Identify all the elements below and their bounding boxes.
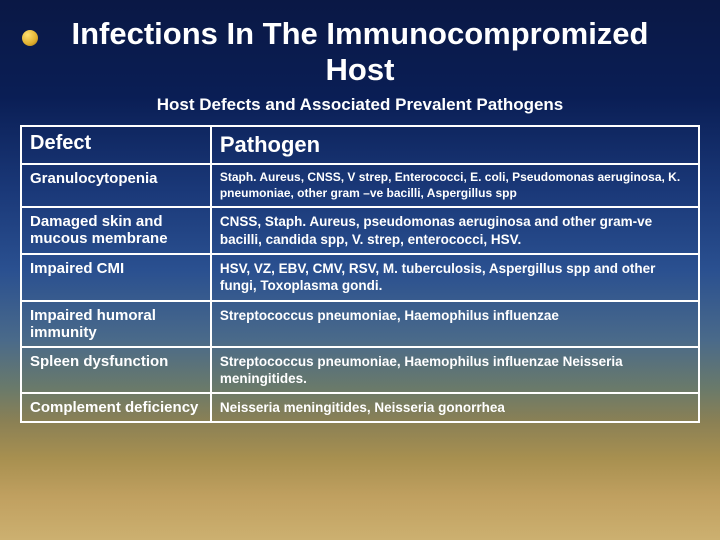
table-header-row: Defect Pathogen <box>21 126 699 164</box>
defect-cell: Impaired humoral immunity <box>21 301 211 347</box>
table-row: Granulocytopenia Staph. Aureus, CNSS, V … <box>21 164 699 207</box>
table-row: Complement deficiency Neisseria meningit… <box>21 393 699 422</box>
table-row: Damaged skin and mucous membrane CNSS, S… <box>21 207 699 254</box>
col-header-defect: Defect <box>21 126 211 164</box>
pathogen-cell: Neisseria meningitides, Neisseria gonorr… <box>211 393 699 422</box>
table-row: Impaired CMI HSV, VZ, EBV, CMV, RSV, M. … <box>21 254 699 301</box>
slide: Infections In The Immunocompromized Host… <box>0 0 720 540</box>
defect-cell: Complement deficiency <box>21 393 211 422</box>
table-row: Spleen dysfunction Streptococcus pneumon… <box>21 347 699 394</box>
slide-subtitle: Host Defects and Associated Prevalent Pa… <box>20 95 700 115</box>
col-header-pathogen: Pathogen <box>211 126 699 164</box>
defect-pathogen-table: Defect Pathogen Granulocytopenia Staph. … <box>20 125 700 423</box>
bullet-icon <box>22 30 38 46</box>
pathogen-cell: Streptococcus pneumoniae, Haemophilus in… <box>211 301 699 347</box>
defect-cell: Impaired CMI <box>21 254 211 301</box>
pathogen-cell: HSV, VZ, EBV, CMV, RSV, M. tuberculosis,… <box>211 254 699 301</box>
defect-cell: Granulocytopenia <box>21 164 211 207</box>
pathogen-cell: Staph. Aureus, CNSS, V strep, Enterococc… <box>211 164 699 207</box>
slide-title: Infections In The Immunocompromized Host <box>20 12 700 95</box>
table-row: Impaired humoral immunity Streptococcus … <box>21 301 699 347</box>
defect-cell: Damaged skin and mucous membrane <box>21 207 211 254</box>
pathogen-cell: Streptococcus pneumoniae, Haemophilus in… <box>211 347 699 394</box>
pathogen-cell: CNSS, Staph. Aureus, pseudomonas aerugin… <box>211 207 699 254</box>
defect-cell: Spleen dysfunction <box>21 347 211 394</box>
